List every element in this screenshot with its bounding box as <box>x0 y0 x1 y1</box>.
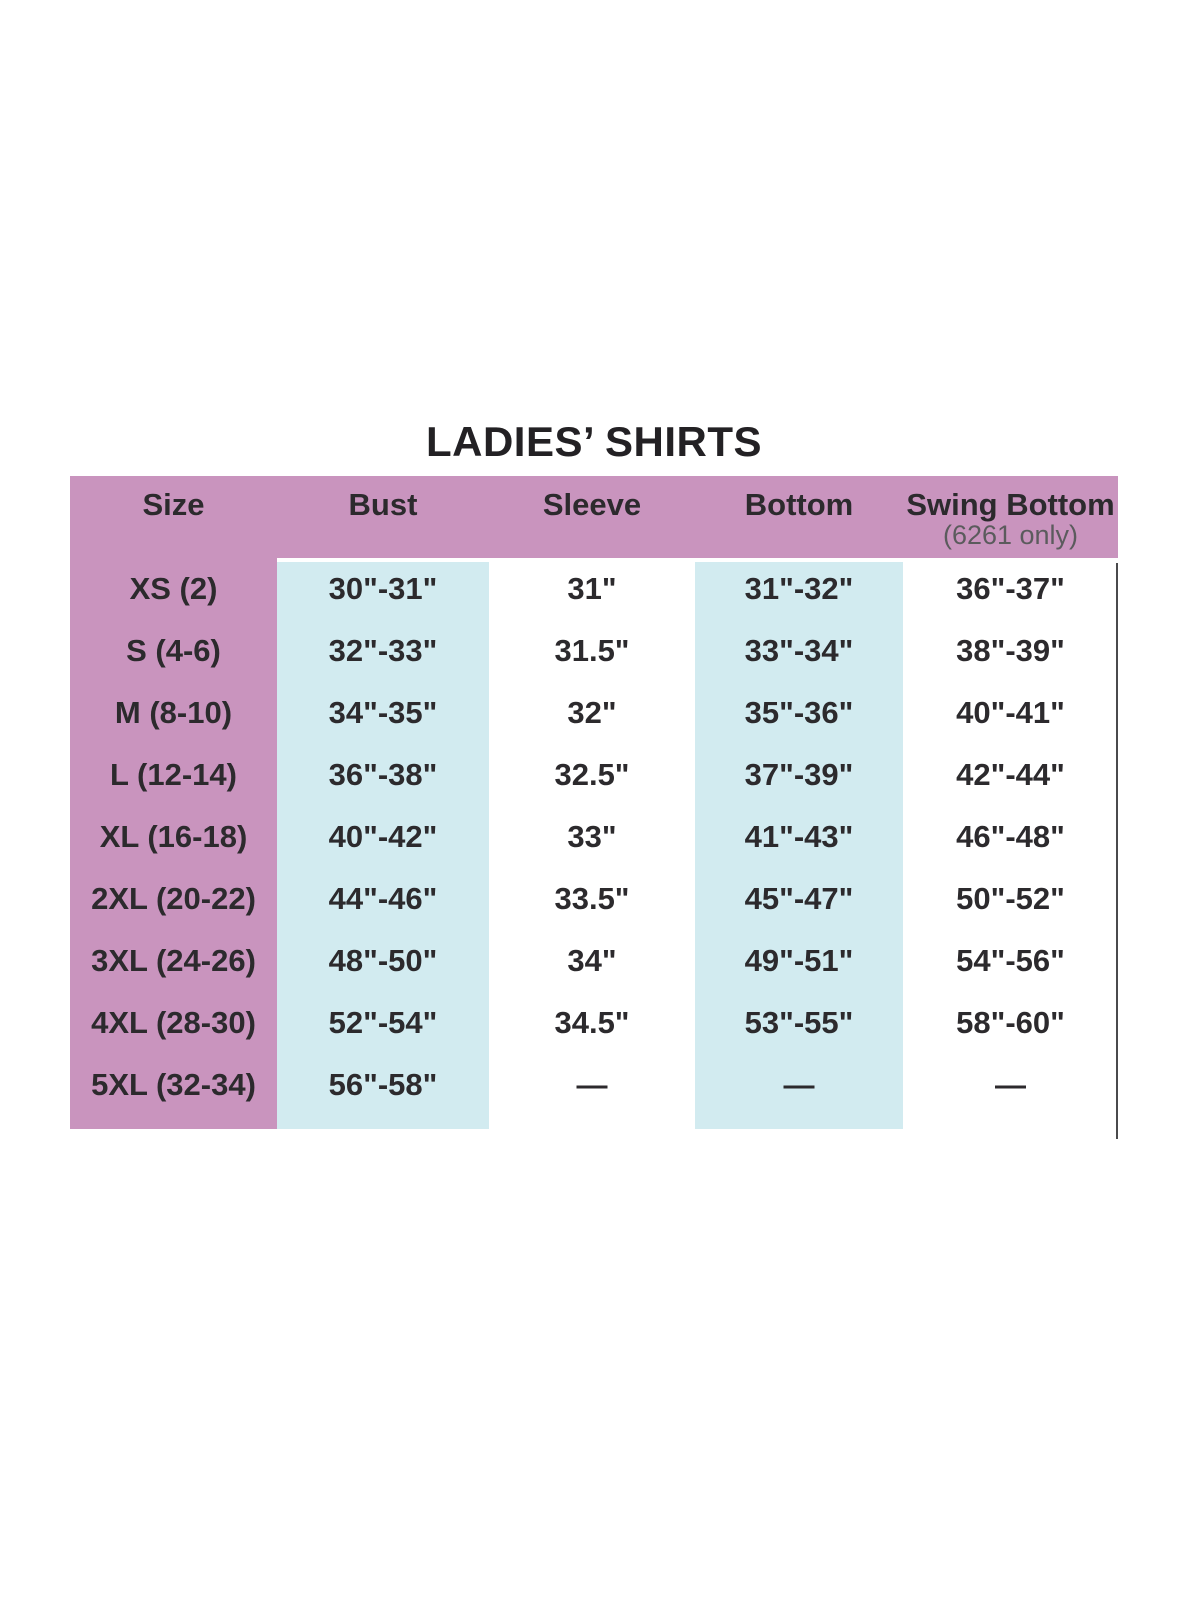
cell-swing-bottom: 42"-44" <box>956 757 1065 792</box>
cell-bottom: 37"-39" <box>744 757 854 792</box>
table-body: XS (2) 30"-31" 31" 31"-32" 36"-37" S (4-6) 32"… <box>70 558 1118 1129</box>
cell-bust: 34"-35" <box>328 695 438 730</box>
cell-bust: 30"-31" <box>328 571 438 606</box>
bottom-column-band <box>695 562 903 1129</box>
cell-bust: 44"-46" <box>328 881 438 916</box>
cell-bottom: 33"-34" <box>744 633 854 668</box>
header-cell-size: Size <box>70 476 277 558</box>
cell-sleeve: 31" <box>567 571 617 606</box>
cell-bottom: 35"-36" <box>744 695 854 730</box>
cell-sleeve: 31.5" <box>554 633 630 668</box>
table-row: XL (16-18) 40"-42" 33" 41"-43" 46"-48" <box>70 806 1118 868</box>
table-row: 3XL (24-26) 48"-50" 34" 49"-51" 54"-56" <box>70 930 1118 992</box>
cell-bust: 48"-50" <box>328 943 438 978</box>
table-row: 4XL (28-30) 52"-54" 34.5" 53"-55" 58"-60" <box>70 992 1118 1054</box>
table-header-row: Size Bust Sleeve Bottom Swing Bottom (62… <box>70 476 1118 558</box>
cell-bottom: 53"-55" <box>744 1005 854 1040</box>
cell-swing-bottom: — <box>995 1067 1026 1102</box>
cell-bust: 52"-54" <box>328 1005 438 1040</box>
table-row: S (4-6) 32"-33" 31.5" 33"-34" 38"-39" <box>70 620 1118 682</box>
cell-bottom: 45"-47" <box>744 881 854 916</box>
cell-sleeve: 34.5" <box>554 1005 630 1040</box>
cell-size: XS (2) <box>129 571 218 606</box>
cell-size: L (12-14) <box>110 757 237 792</box>
cell-sleeve: 33.5" <box>554 881 630 916</box>
cell-swing-bottom: 46"-48" <box>956 819 1065 854</box>
column-header-label: Bottom <box>744 487 854 522</box>
column-header-label: Swing Bottom <box>906 487 1115 522</box>
cell-swing-bottom: 36"-37" <box>956 571 1065 606</box>
page-title: LADIES’ SHIRTS <box>425 418 763 465</box>
column-header-label: Sleeve <box>542 487 642 522</box>
table-row: M (8-10) 34"-35" 32" 35"-36" 40"-41" <box>70 682 1118 744</box>
cell-swing-bottom: 54"-56" <box>956 943 1065 978</box>
size-chart: Size Bust Sleeve Bottom Swing Bottom (62… <box>70 476 1118 1139</box>
cell-size: S (4-6) <box>126 633 221 668</box>
header-cell-bust: Bust <box>277 476 489 558</box>
cell-bust: 36"-38" <box>328 757 438 792</box>
cell-sleeve: — <box>576 1067 608 1102</box>
cell-bust: 40"-42" <box>328 819 438 854</box>
cell-size: 2XL (20-22) <box>91 881 256 916</box>
table-row: 2XL (20-22) 44"-46" 33.5" 45"-47" 50"-52" <box>70 868 1118 930</box>
cell-bust: 56"-58" <box>328 1067 438 1102</box>
table-row: L (12-14) 36"-38" 32.5" 37"-39" 42"-44" <box>70 744 1118 806</box>
header-cell-sleeve: Sleeve <box>489 476 695 558</box>
table-row: XS (2) 30"-31" 31" 31"-32" 36"-37" <box>70 558 1118 620</box>
cell-bottom: 31"-32" <box>744 571 854 606</box>
cell-sleeve: 34" <box>567 943 617 978</box>
cell-sleeve: 32" <box>567 695 617 730</box>
cell-size: 3XL (24-26) <box>91 943 256 978</box>
bust-column-band <box>277 562 489 1129</box>
column-header-label: Bust <box>348 487 418 522</box>
cell-swing-bottom: 38"-39" <box>956 633 1065 668</box>
cell-size: 4XL (28-30) <box>91 1005 256 1040</box>
column-header-label: Size <box>142 487 205 522</box>
cell-sleeve: 33" <box>567 819 617 854</box>
cell-bottom: 49"-51" <box>744 943 854 978</box>
cell-swing-bottom: 50"-52" <box>956 881 1065 916</box>
table-row: 5XL (32-34) 56"-58" — — — <box>70 1054 1118 1116</box>
cell-bust: 32"-33" <box>328 633 438 668</box>
header-cell-bottom: Bottom <box>695 476 903 558</box>
table-rows: XS (2) 30"-31" 31" 31"-32" 36"-37" S (4-6) 32"… <box>70 558 1118 1116</box>
cell-swing-bottom: 58"-60" <box>956 1005 1065 1040</box>
cell-sleeve: 32.5" <box>554 757 630 792</box>
cell-bottom: 41"-43" <box>744 819 854 854</box>
cell-size: M (8-10) <box>114 695 233 730</box>
cell-size: 5XL (32-34) <box>91 1067 256 1102</box>
cell-size: XL (16-18) <box>99 819 248 854</box>
column-header-sublabel: (6261 only) <box>942 520 1079 550</box>
header-cell-swing-bottom: Swing Bottom (6261 only) <box>903 476 1118 558</box>
cell-swing-bottom: 40"-41" <box>956 695 1065 730</box>
cell-bottom: — <box>783 1067 815 1102</box>
table-right-rule <box>1116 563 1118 1139</box>
size-column-band <box>70 558 277 1129</box>
